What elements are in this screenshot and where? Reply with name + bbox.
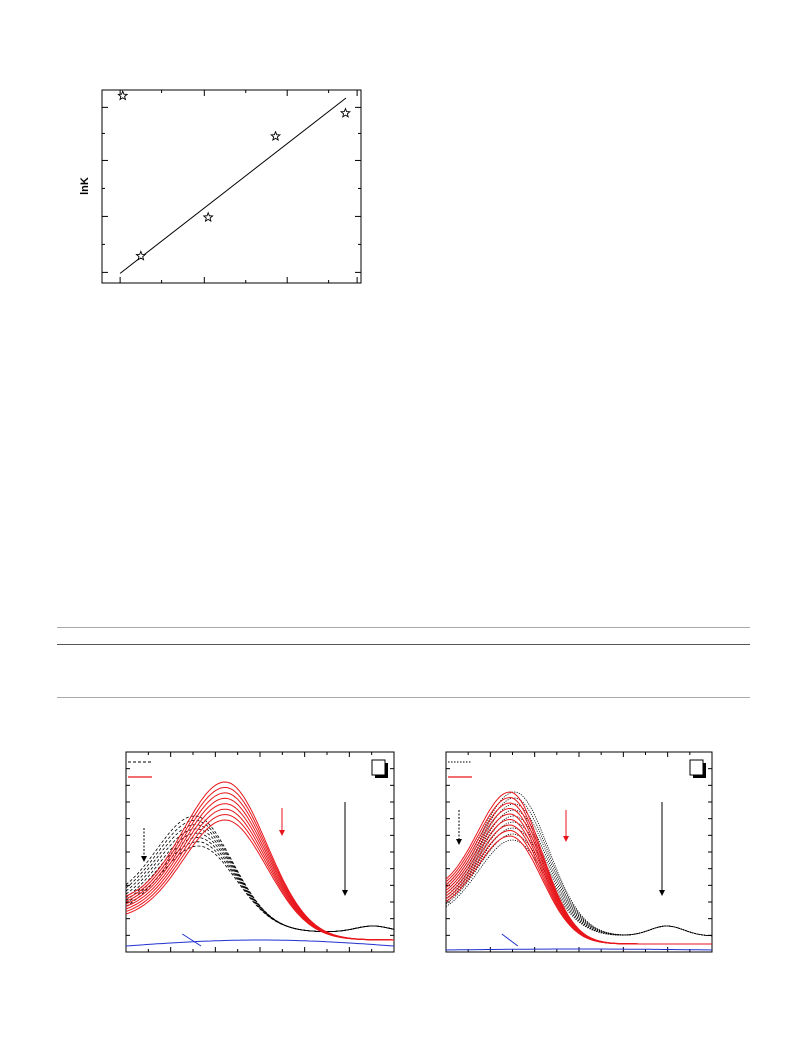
data-point-star bbox=[269, 130, 282, 142]
panel-label-box bbox=[371, 759, 386, 776]
plot-frame bbox=[445, 751, 713, 953]
panel-label-box bbox=[689, 759, 704, 776]
plot-frame bbox=[101, 89, 362, 284]
series-black-curve bbox=[445, 797, 713, 937]
series-black-curve bbox=[445, 815, 713, 937]
arrow-black-dashed-head bbox=[141, 856, 147, 862]
series-black-curve bbox=[445, 809, 713, 937]
series-red-curve bbox=[445, 807, 712, 945]
series-red-curve bbox=[445, 835, 712, 945]
series-blue-baseline bbox=[125, 939, 395, 947]
series-black-curve bbox=[125, 815, 395, 932]
blue-curve-pointer bbox=[501, 933, 519, 947]
series-red-curve bbox=[125, 781, 395, 941]
data-point-star bbox=[202, 211, 214, 223]
arrow-red-head bbox=[279, 830, 285, 836]
series-blue-baseline bbox=[445, 948, 713, 951]
arrow-black-dashed-head bbox=[456, 839, 462, 845]
series-red-curve bbox=[445, 796, 712, 945]
series-black-curve bbox=[445, 827, 713, 937]
blue-curve-pointer bbox=[182, 933, 202, 947]
series-black-curve bbox=[125, 819, 395, 932]
arrow-black-head bbox=[342, 890, 348, 896]
table-header-rule bbox=[57, 644, 750, 645]
series-black-curve bbox=[445, 791, 713, 937]
series-red-curve bbox=[445, 791, 712, 945]
data-point-star bbox=[135, 250, 147, 261]
data-point-star bbox=[117, 89, 129, 101]
fit-line bbox=[119, 97, 347, 274]
data-point-star bbox=[339, 107, 351, 118]
series-red-curve bbox=[445, 802, 712, 945]
table-bottom-rule bbox=[57, 697, 750, 698]
arrow-black-head bbox=[659, 890, 665, 896]
table-top-rule bbox=[57, 627, 750, 628]
series-black-curve bbox=[445, 821, 713, 937]
arrow-red-head bbox=[563, 836, 569, 842]
